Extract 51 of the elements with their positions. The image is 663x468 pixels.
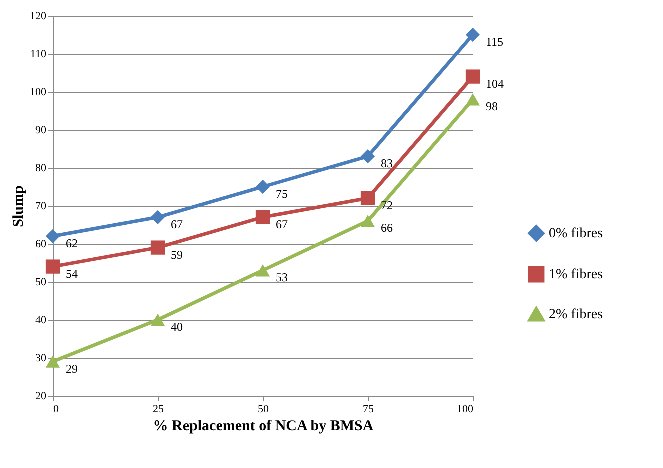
y-tick-label: 80 [36,162,47,174]
y-tick-label: 20 [36,390,47,402]
point [46,260,60,274]
data-label: 98 [486,100,498,114]
data-label: 72 [381,198,393,212]
data-label: 115 [486,35,504,49]
y-tick-label: 90 [36,124,47,136]
y-axis-title: Slump [11,186,27,228]
point [256,180,270,194]
x-tick-label: 75 [363,404,374,416]
point [150,240,166,255]
data-label: 53 [276,270,288,285]
point [466,93,480,106]
data-label: 54 [66,266,78,281]
point [256,210,270,224]
data-label: 67 [276,217,288,232]
y-tick-label: 100 [30,86,47,98]
x-tick-label: 100 [457,404,474,416]
point [360,191,376,206]
legend-label: 1% fibres [549,268,604,282]
point [466,28,480,42]
y-tick-label: 70 [36,200,47,212]
point [360,215,376,228]
legend-label: 0% fibres [549,226,604,242]
y-tick-label: 120 [30,10,47,22]
y-tick-label: 110 [30,48,47,60]
data-label: 29 [66,362,78,376]
point [360,150,376,164]
data-label: 104 [486,76,504,91]
y-tick-label: 40 [36,314,47,326]
data-label: 59 [171,248,183,262]
point [150,210,166,224]
data-label: 62 [66,236,78,250]
point [150,314,166,326]
y-tick-label: 50 [36,276,47,288]
data-label: 66 [381,221,393,236]
x-tick-label: 25 [153,404,164,416]
point [256,264,270,277]
point [46,229,60,244]
x-tick-label: 0 [54,404,60,416]
x-axis-title: % Replacement of NCA by BMSA [153,418,374,434]
y-tick-label: 30 [36,352,47,364]
legend-label: 2% fibres [549,308,604,322]
data-label: 67 [171,217,183,232]
point [46,356,60,368]
point [466,70,480,84]
data-label: 83 [381,156,393,171]
x-tick-label: 50 [258,404,270,416]
y-tick-label: 60 [36,238,47,250]
data-label: 40 [171,320,183,334]
data-label: 75 [276,187,288,201]
